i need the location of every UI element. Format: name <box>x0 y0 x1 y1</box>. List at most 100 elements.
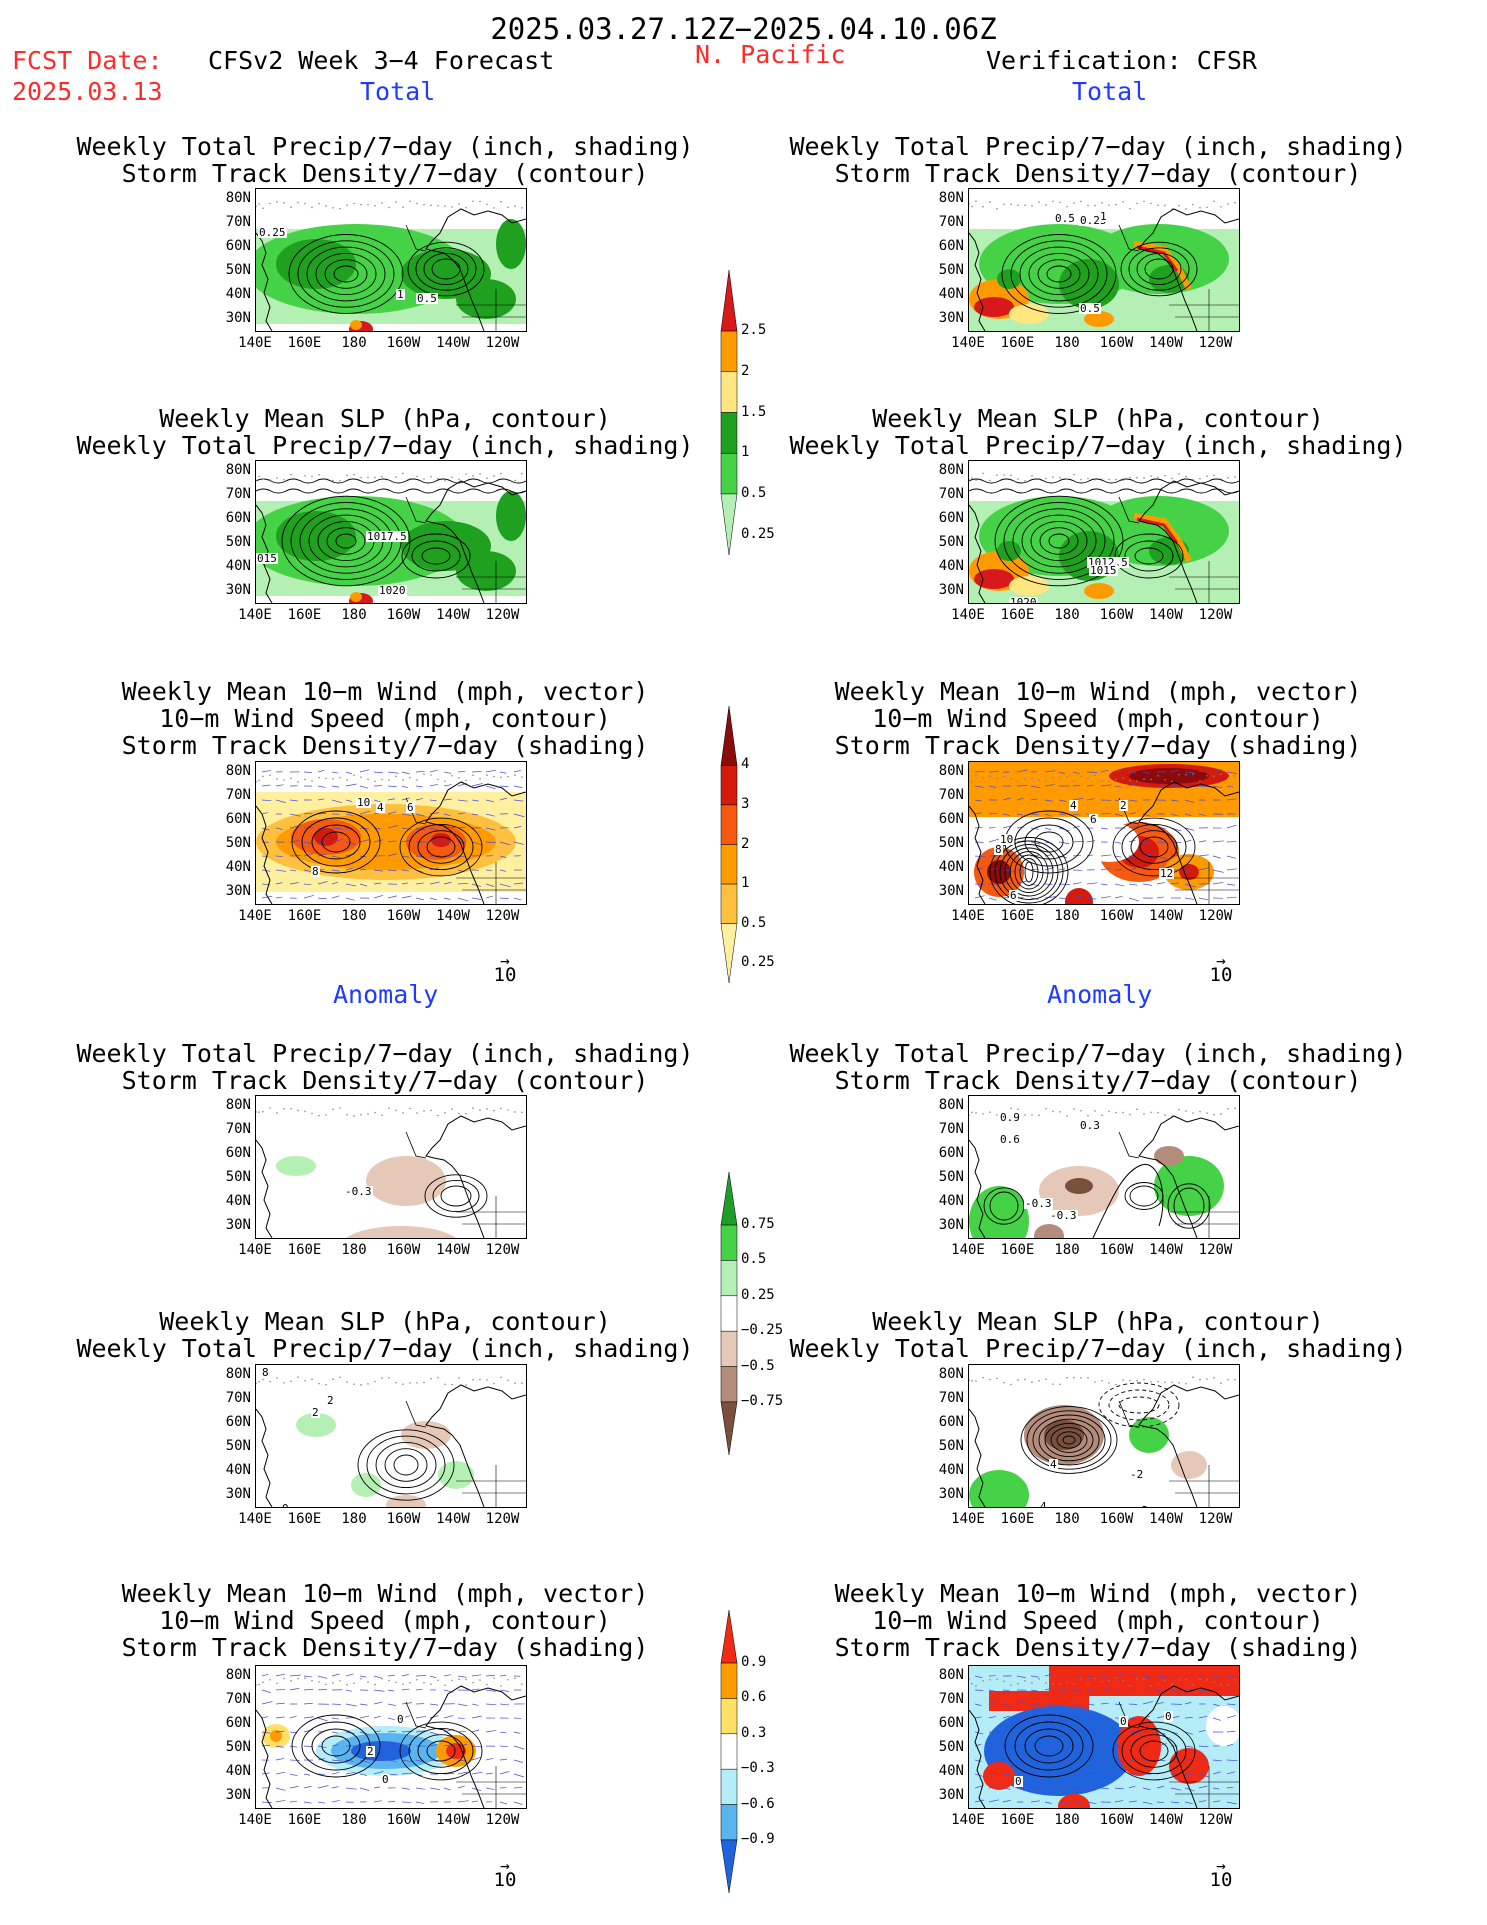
title-line: Storm Track Density/7−day (contour) <box>121 1066 649 1095</box>
vector-reference: → 10 <box>1201 951 1241 985</box>
contour-label: -2 <box>1129 1468 1145 1481</box>
colorbar-label: 4 <box>741 756 750 773</box>
map-field <box>969 200 1239 331</box>
title-line: Weekly Total Precip/7−day (inch, shading… <box>76 1334 694 1363</box>
lat-label: 30N <box>938 582 964 598</box>
colorbar-label: 0.25 <box>741 954 775 971</box>
lat-label: 70N <box>938 787 964 803</box>
lon-label: 180 <box>341 1242 367 1258</box>
lon-label: 120W <box>485 1511 520 1527</box>
vector-ref-value: 10 <box>493 1869 517 1891</box>
forecast-map-panel: 8 22 0 <box>255 1364 527 1508</box>
lat-label: 80N <box>225 1366 251 1382</box>
forecast-map-panel: 0.25 1 0.5 <box>255 188 527 332</box>
lat-label: 80N <box>938 190 964 206</box>
lon-label: 160E <box>1000 908 1035 924</box>
contour-label: 0.5 <box>416 292 438 305</box>
title-line: Storm Track Density/7−day (shading) <box>121 731 649 760</box>
forecast-panel-title: Weekly Mean SLP (hPa, contour) Weekly Tot… <box>25 405 745 459</box>
lon-label: 160W <box>386 607 421 623</box>
model-title: CFSv2 Week 3−4 Forecast <box>208 46 555 75</box>
verification-panel-title: Weekly Mean 10−m Wind (mph, vector) 10−m … <box>738 678 1458 759</box>
contour-label: 0.6 <box>999 1133 1021 1146</box>
lat-label: 80N <box>225 1097 251 1113</box>
map-field <box>969 762 1239 904</box>
lat-label: 80N <box>938 1097 964 1113</box>
region-title: N. Pacific <box>695 40 846 69</box>
arrow-icon: → <box>500 951 510 970</box>
lon-label: 140E <box>238 1812 272 1828</box>
vector-ref-value: 10 <box>493 964 517 986</box>
verification-panel-title: Weekly Mean SLP (hPa, contour) Weekly Tot… <box>738 405 1458 459</box>
contour-label: 1017.5 <box>366 530 408 543</box>
contour-label: 1 <box>396 288 405 301</box>
title-line: Weekly Mean SLP (hPa, contour) <box>872 1307 1324 1336</box>
lon-label: 120W <box>1198 1511 1233 1527</box>
vector-reference: → 10 <box>485 951 525 986</box>
lon-label: 120W <box>1198 1812 1233 1828</box>
lon-label: 180 <box>1054 908 1080 924</box>
lat-label: 30N <box>225 582 251 598</box>
map-field <box>969 1107 1239 1238</box>
lat-label: 80N <box>225 462 251 478</box>
lon-label: 160E <box>287 1242 322 1258</box>
lon-label: 160W <box>1099 908 1134 924</box>
lat-label: 30N <box>225 1217 251 1233</box>
lat-label: 30N <box>938 1787 964 1803</box>
title-line: Weekly Mean 10−m Wind (mph, vector) <box>834 1579 1362 1608</box>
lat-label: 80N <box>938 462 964 478</box>
title-line: Storm Track Density/7−day (shading) <box>834 731 1362 760</box>
forecast-map-panel: 10 4 6 8 <box>255 761 527 905</box>
contour-label: 6 <box>406 801 415 814</box>
lon-label: 140E <box>238 1242 272 1258</box>
forecast-panel-title: Weekly Total Precip/7−day (inch, shading… <box>25 133 745 187</box>
map-field <box>256 1673 526 1808</box>
contour-label: 6 <box>1009 889 1018 902</box>
lon-label: 160E <box>1000 1511 1035 1527</box>
lat-label: 50N <box>938 262 964 278</box>
verification-title: Verification: CFSR <box>986 46 1257 75</box>
contour-label: 2 <box>366 1745 375 1758</box>
title-line: Weekly Total Precip/7−day (inch, shading… <box>789 431 1407 460</box>
lon-label: 160W <box>1099 1511 1134 1527</box>
title-line: Weekly Mean SLP (hPa, contour) <box>159 404 611 433</box>
contour-label: 0 <box>396 1713 405 1726</box>
lat-label: 50N <box>225 1739 251 1755</box>
colorbar-label: −0.75 <box>741 1392 784 1409</box>
title-line: 10−m Wind Speed (mph, contour) <box>159 1606 611 1635</box>
lon-label: 160E <box>287 1812 322 1828</box>
contour-label: 0.25 <box>1079 214 1108 227</box>
map-field <box>256 1376 526 1507</box>
lat-label: 60N <box>938 1145 964 1161</box>
lon-label: 160W <box>1099 335 1134 351</box>
section-anomaly-left: Anomaly <box>333 980 439 1009</box>
lon-label: 160E <box>287 908 322 924</box>
colorbar-label: −0.5 <box>741 1357 775 1374</box>
lon-label: 120W <box>485 1812 520 1828</box>
colorbar-precip-anomaly: 0.75 0.5 0.25 −0.25 −0.5 −0.75 <box>717 1172 783 1455</box>
lat-label: 60N <box>225 1145 251 1161</box>
fcst-date-value: 2025.03.13 <box>12 77 163 106</box>
arrow-icon: → <box>1216 951 1226 970</box>
lat-label: 30N <box>938 883 964 899</box>
contour-label: 2 <box>326 1394 335 1407</box>
lat-label: 60N <box>225 238 251 254</box>
lat-label: 40N <box>225 558 251 574</box>
forecast-map-panel: 0 2 0 <box>255 1665 527 1809</box>
lat-label: 70N <box>938 1121 964 1137</box>
colorbar-label: 0.5 <box>741 484 767 501</box>
lat-label: 50N <box>225 1169 251 1185</box>
lon-label: 160E <box>287 335 322 351</box>
contour-label: 1 <box>1099 210 1108 223</box>
lat-label: 40N <box>225 1193 251 1209</box>
contour-label: 0 <box>1119 1715 1128 1728</box>
contour-label: 8 <box>311 865 320 878</box>
colorbar-label: 0.5 <box>741 1251 767 1268</box>
section-total-left: Total <box>360 77 436 106</box>
colorbar-label: 1.5 <box>741 403 767 420</box>
lon-label: 140W <box>1149 335 1183 351</box>
contour-label: -2 <box>1134 1505 1150 1507</box>
lon-label: 160W <box>1099 1242 1134 1258</box>
title-line: Weekly Mean SLP (hPa, contour) <box>872 404 1324 433</box>
lon-label: 120W <box>1198 335 1233 351</box>
